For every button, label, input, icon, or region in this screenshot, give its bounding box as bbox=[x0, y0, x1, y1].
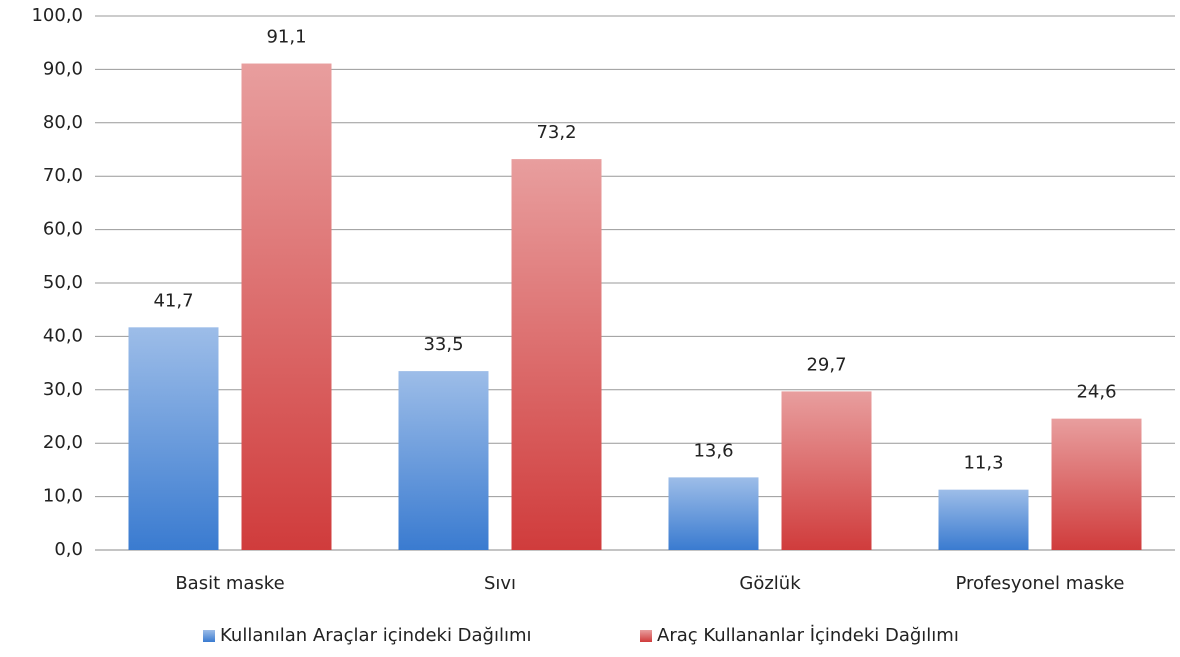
y-tick-label: 80,0 bbox=[43, 112, 83, 133]
bar bbox=[668, 477, 759, 550]
y-tick-label: 90,0 bbox=[43, 58, 83, 79]
y-tick-label: 0,0 bbox=[54, 539, 83, 560]
bar bbox=[938, 489, 1029, 550]
legend-swatch bbox=[203, 630, 215, 642]
bar bbox=[511, 159, 602, 550]
bar bbox=[1051, 418, 1142, 550]
bar bbox=[781, 391, 872, 550]
legend-swatch bbox=[640, 630, 652, 642]
y-tick-label: 70,0 bbox=[43, 165, 83, 186]
y-tick-label: 100,0 bbox=[31, 5, 83, 26]
x-tick-label: Profesyonel maske bbox=[955, 573, 1124, 594]
x-tick-label: Basit maske bbox=[175, 573, 284, 594]
data-label: 91,1 bbox=[266, 27, 306, 48]
data-label: 24,6 bbox=[1076, 382, 1116, 403]
y-tick-label: 30,0 bbox=[43, 379, 83, 400]
bar bbox=[241, 63, 332, 550]
x-tick-label: Sıvı bbox=[484, 573, 516, 594]
x-tick-label: Gözlük bbox=[739, 573, 801, 594]
data-label: 73,2 bbox=[536, 122, 576, 143]
bar bbox=[128, 327, 219, 550]
y-tick-label: 20,0 bbox=[43, 432, 83, 453]
legend-label: Araç Kullananlar İçindeki Dağılımı bbox=[657, 625, 959, 646]
bar bbox=[398, 371, 489, 550]
data-label: 41,7 bbox=[153, 290, 193, 311]
legend-label: Kullanılan Araçlar içindeki Dağılımı bbox=[220, 625, 532, 646]
data-label: 33,5 bbox=[423, 334, 463, 355]
y-tick-label: 40,0 bbox=[43, 325, 83, 346]
y-tick-label: 60,0 bbox=[43, 219, 83, 240]
data-label: 13,6 bbox=[693, 440, 733, 461]
data-label: 11,3 bbox=[963, 453, 1003, 474]
y-tick-label: 10,0 bbox=[43, 486, 83, 507]
y-tick-label: 50,0 bbox=[43, 272, 83, 293]
data-label: 29,7 bbox=[806, 354, 846, 375]
